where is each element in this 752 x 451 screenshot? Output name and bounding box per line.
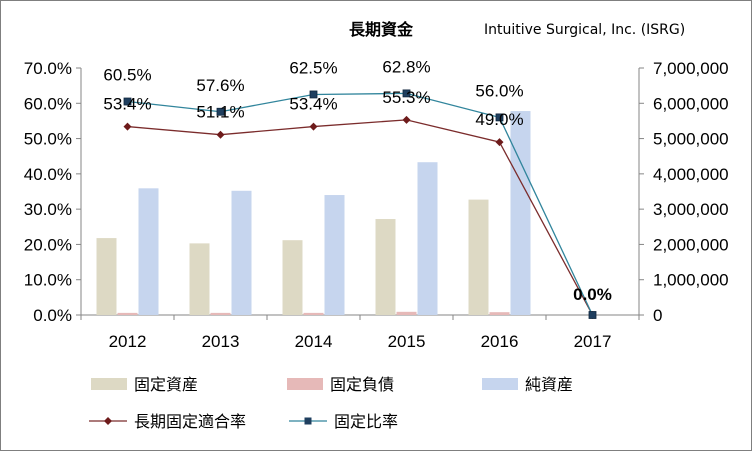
bar-1	[375, 219, 396, 315]
point-marker-diamond	[216, 130, 225, 139]
right-tick-label: 0	[653, 306, 662, 325]
data-label: 60.5%	[103, 66, 151, 85]
data-label: 56.0%	[475, 81, 523, 100]
left-tick-label: 20.0%	[24, 235, 72, 254]
data-label: 53.4%	[289, 95, 337, 114]
bar-3	[510, 111, 531, 315]
legend-label: 固定資産	[134, 375, 198, 394]
bar-3	[231, 190, 252, 315]
legend-marker-square	[304, 417, 312, 425]
legend-swatch	[287, 378, 323, 390]
left-tick-label: 60.0%	[24, 94, 72, 113]
x-tick-label: 2017	[574, 332, 612, 351]
legend-label: 固定比率	[334, 412, 398, 431]
bar-1	[96, 238, 117, 315]
point-marker-square	[495, 113, 504, 122]
series-line-2	[127, 92, 594, 316]
bar-3	[417, 162, 438, 315]
legend-label: 純資産	[525, 375, 573, 394]
point-marker-square	[216, 107, 225, 116]
bar-2	[396, 311, 417, 315]
bar-3	[324, 195, 345, 315]
data-label: 51.1%	[196, 103, 244, 122]
legend-marker-diamond	[104, 417, 112, 425]
point-marker-diamond	[402, 115, 411, 124]
legend-label: 長期固定適合率	[134, 412, 246, 431]
chart-subtitle: Intuitive Surgical, Inc. (ISRG)	[484, 22, 685, 38]
left-tick-label: 10.0%	[24, 271, 72, 290]
point-marker-diamond	[123, 122, 132, 131]
legend-label: 固定負債	[330, 375, 394, 394]
lines	[123, 89, 597, 319]
left-tick-label: 30.0%	[24, 200, 72, 219]
x-tick-label: 2014	[295, 332, 333, 351]
left-tick-label: 0.0%	[33, 306, 72, 325]
data-labels: 53.4% 51.1% 53.4% 55.3% 49.0% 60.5% 57.6% 62.5%…	[103, 57, 611, 304]
legend-swatch	[91, 378, 127, 390]
left-tick-label: 40.0%	[24, 165, 72, 184]
data-label: 53.4%	[103, 95, 151, 114]
x-tick-label: 2016	[481, 332, 519, 351]
right-tick-label: 1,000,000	[653, 271, 729, 290]
data-label: 49.0%	[475, 110, 523, 129]
bars	[96, 111, 531, 315]
bar-1	[282, 240, 303, 315]
bar-2	[117, 312, 138, 315]
bar-1	[189, 243, 210, 315]
right-tick-label: 7,000,000	[653, 59, 729, 78]
x-tick-label: 2015	[388, 332, 426, 351]
data-label: 55.3%	[382, 88, 430, 107]
bar-2	[489, 312, 510, 315]
bar-3	[138, 188, 159, 315]
data-label: 0.0%	[573, 285, 612, 304]
right-tick-label: 6,000,000	[653, 94, 729, 113]
point-marker-square	[402, 89, 411, 98]
point-marker-diamond	[309, 122, 318, 131]
series-line-1	[127, 119, 594, 316]
right-tick-label: 3,000,000	[653, 200, 729, 219]
left-tick-label: 50.0%	[24, 130, 72, 149]
left-tick-label: 70.0%	[24, 59, 72, 78]
x-tick-label: 2013	[202, 332, 240, 351]
point-marker-square	[123, 97, 132, 106]
data-label: 62.8%	[382, 57, 430, 76]
bar-2	[210, 312, 231, 315]
point-marker-square	[588, 311, 597, 319]
bar-1	[468, 199, 489, 315]
legend-swatch	[482, 378, 518, 390]
x-tick-label: 2012	[109, 332, 147, 351]
right-tick-label: 2,000,000	[653, 235, 729, 254]
axes: 0.0% 10.0% 20.0% 30.0% 40.0% 50.0% 60.0% 70.0% 0…	[24, 59, 729, 351]
point-marker-diamond	[495, 138, 504, 147]
data-label: 57.6%	[196, 76, 244, 95]
bar-2	[303, 312, 324, 315]
data-label: 62.5%	[289, 58, 337, 77]
right-tick-label: 5,000,000	[653, 130, 729, 149]
point-marker-square	[309, 90, 318, 99]
chart-title: 長期資金	[349, 20, 414, 39]
right-tick-label: 4,000,000	[653, 165, 729, 184]
